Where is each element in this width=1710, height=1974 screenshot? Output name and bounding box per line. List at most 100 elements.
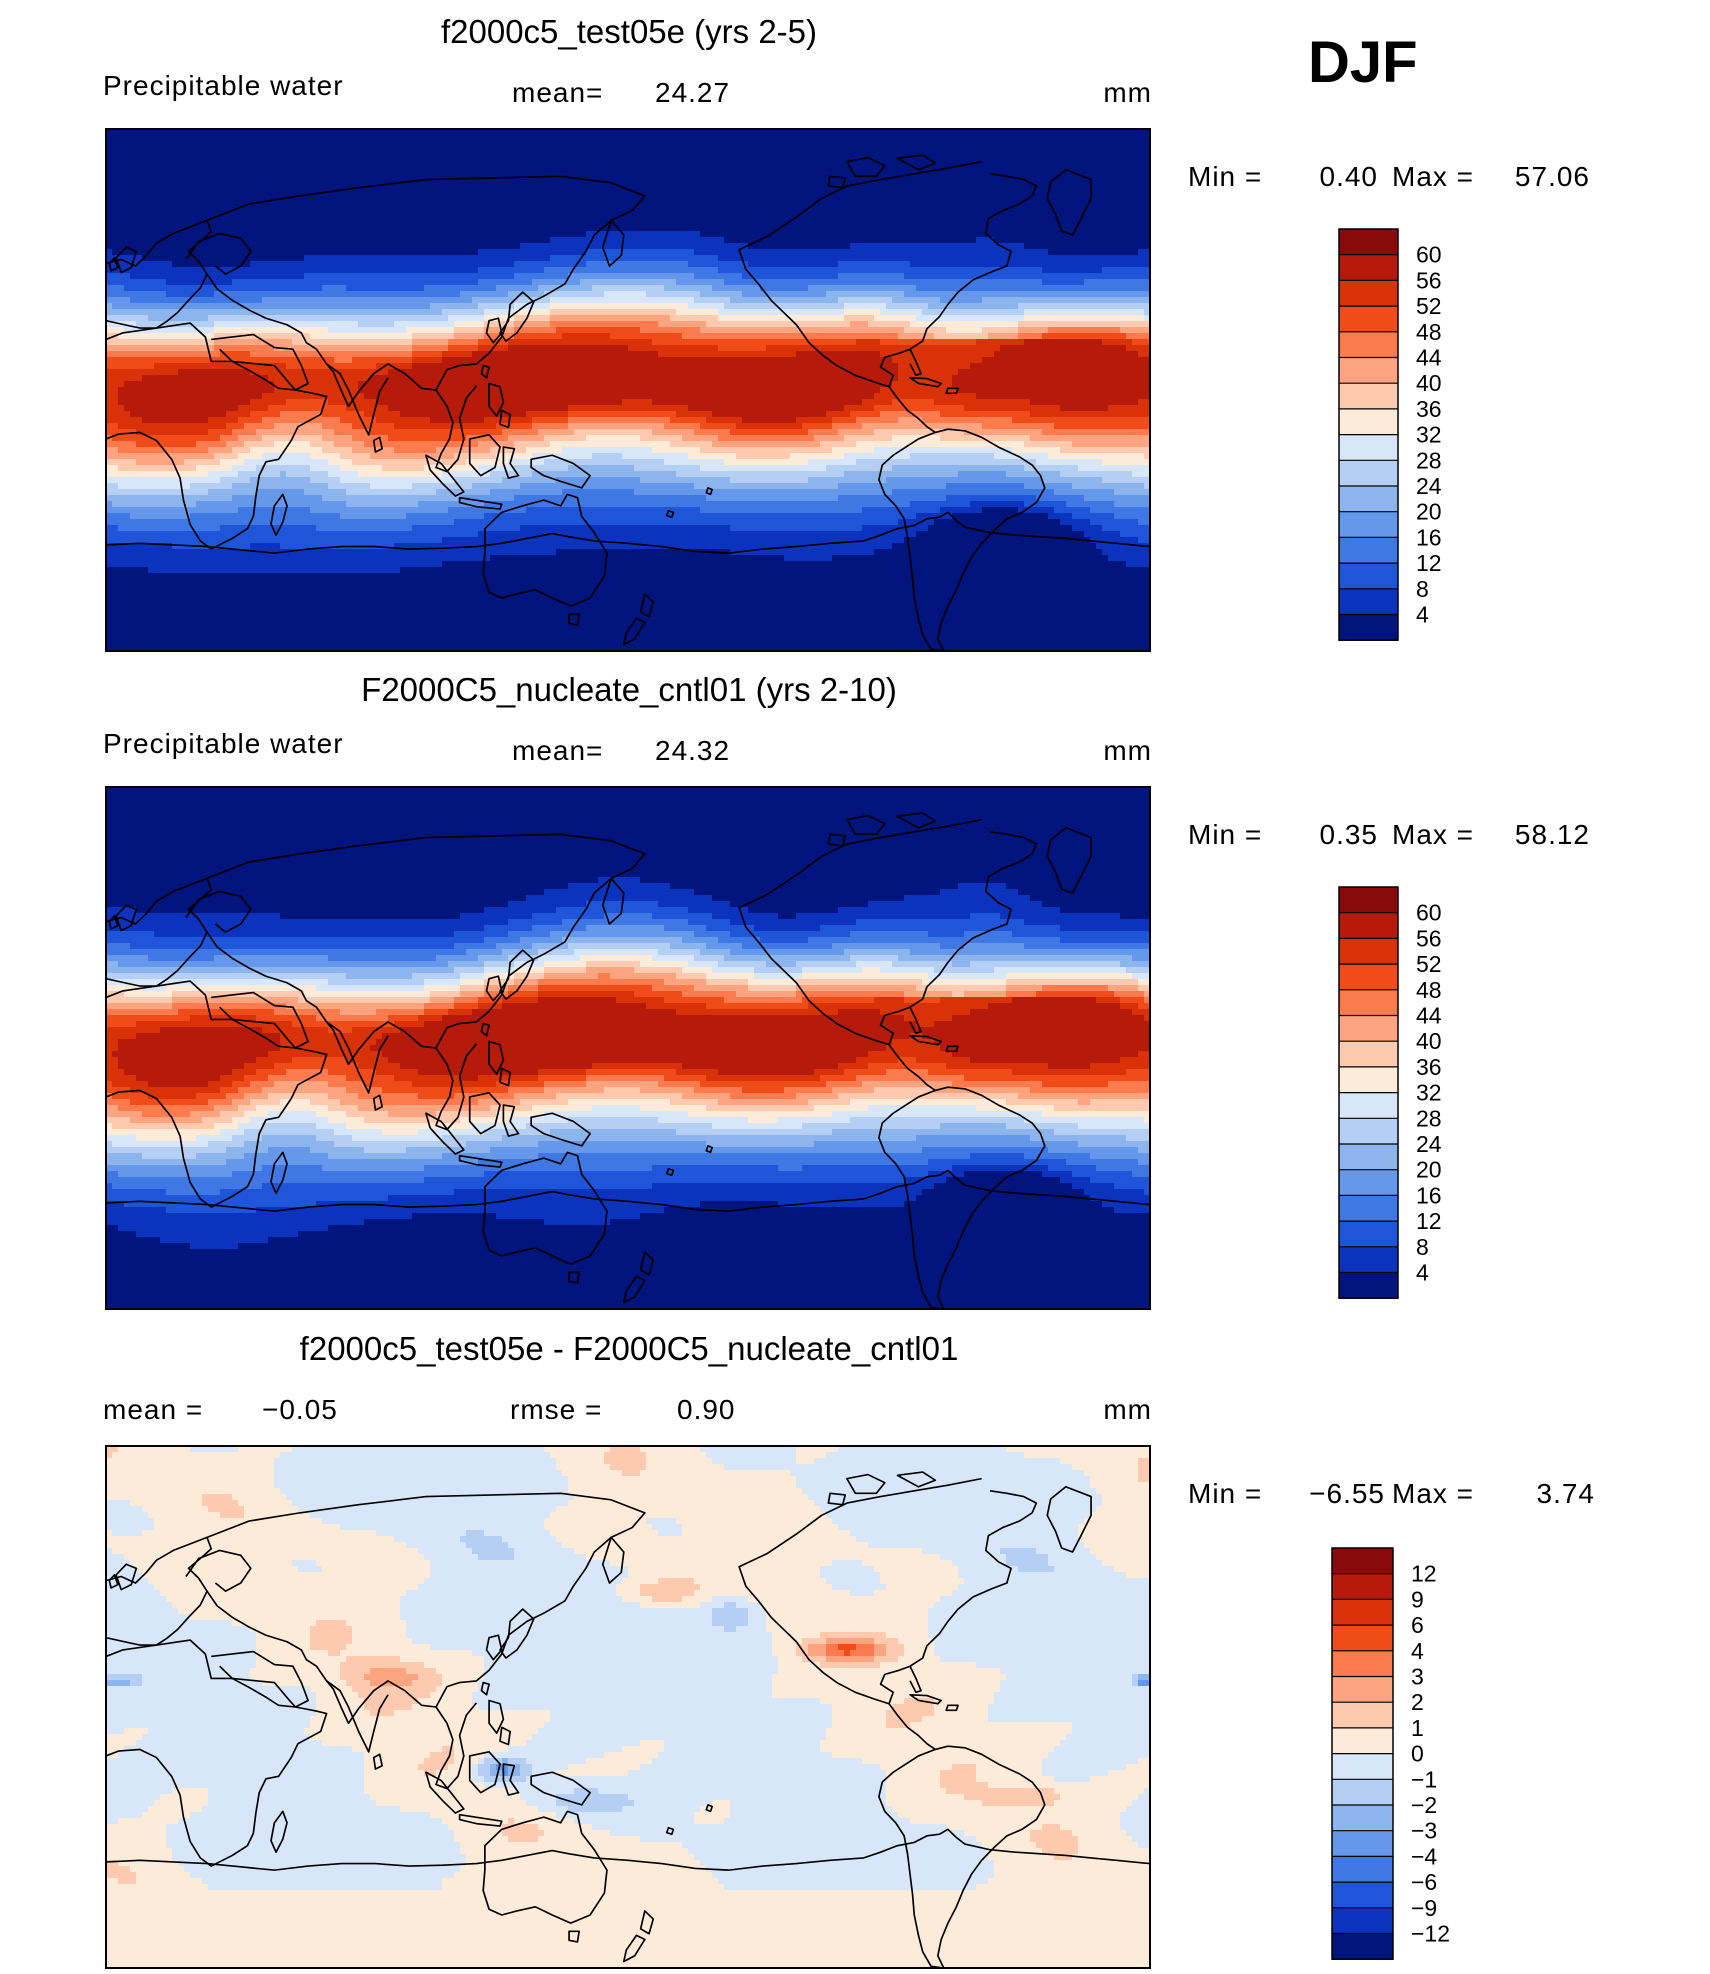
colorbar-tick-label: 8 (1416, 576, 1429, 602)
colorbar-tick-label: 12 (1416, 1208, 1442, 1234)
min-value: 0.35 (1320, 819, 1379, 850)
max-value: 3.74 (1537, 1478, 1596, 1509)
min-label: Min = (1188, 819, 1262, 850)
colorbar-swatch (1339, 887, 1398, 913)
mean-label: mean= (512, 735, 603, 766)
colorbar-swatch (1339, 1170, 1398, 1196)
colorbar-swatch (1339, 964, 1398, 990)
colorbar-tick-label: −12 (1411, 1921, 1450, 1947)
colorbar-tick-label: 56 (1416, 925, 1442, 951)
diff-mean-value: −0.05 (262, 1394, 338, 1425)
colorbar-swatch (1339, 280, 1398, 306)
mean-label: mean= (512, 77, 603, 108)
rmse-label: rmse = (510, 1394, 602, 1425)
colorbar-tick-label: 48 (1416, 319, 1442, 345)
colorbar-tick-label: 36 (1416, 396, 1442, 422)
max-label: Max = (1392, 819, 1474, 850)
colorbar-tick-label: 20 (1416, 499, 1442, 525)
colorbar-tick-label: 56 (1416, 267, 1442, 293)
colorbar-swatch (1339, 1118, 1398, 1144)
colorbar-tick-label: 44 (1416, 1003, 1442, 1029)
colorbar-tick-label: 24 (1416, 1131, 1442, 1157)
colorbar-tick-label: 40 (1416, 1028, 1442, 1054)
colorbar-swatch (1339, 1016, 1398, 1042)
colorbar-tick-label: 1 (1411, 1715, 1424, 1741)
colorbar-swatch (1339, 1195, 1398, 1221)
colorbar-tick-label: −6 (1411, 1869, 1437, 1895)
diff-mean-label: mean = (103, 1394, 203, 1425)
variable-label: Precipitable water (103, 70, 344, 101)
colorbar-swatch (1332, 1651, 1393, 1677)
colorbar-tick-label: 16 (1416, 1182, 1442, 1208)
colorbar-swatch (1332, 1908, 1393, 1934)
panel-3: f2000c5_test05e - F2000C5_nucleate_cntl0… (103, 1330, 1595, 1969)
colorbar-tick-label: 0 (1411, 1741, 1424, 1767)
colorbar-tick-label: 44 (1416, 345, 1442, 371)
colorbar-swatch (1339, 229, 1398, 255)
map-area (106, 129, 1151, 652)
colorbar-swatch (1339, 486, 1398, 512)
colorbar-swatch (1339, 589, 1398, 615)
colorbar-tick-label: 24 (1416, 473, 1442, 499)
colorbar-tick-label: 36 (1416, 1054, 1442, 1080)
colorbar-tick-label: 60 (1416, 900, 1442, 926)
colorbar-tick-label: 40 (1416, 370, 1442, 396)
colorbar-swatch (1339, 255, 1398, 281)
mean-value: 24.32 (655, 735, 730, 766)
colorbar-swatch (1332, 1677, 1393, 1703)
map-field (106, 1446, 1151, 1969)
min-label: Min = (1188, 1478, 1262, 1509)
colorbar-tick-label: 2 (1411, 1689, 1424, 1715)
colorbar-swatch (1339, 512, 1398, 538)
colorbar-tick-label: 3 (1411, 1664, 1424, 1690)
colorbar-tick-label: 52 (1416, 293, 1442, 319)
colorbar-swatch (1339, 913, 1398, 939)
colorbar-tick-label: 52 (1416, 951, 1442, 977)
colorbar-tick-label: 6 (1411, 1612, 1424, 1638)
panel-2: F2000C5_nucleate_cntl01 (yrs 2-10) Preci… (103, 671, 1590, 1310)
colorbar-swatch (1339, 1221, 1398, 1247)
colorbar-tick-label: 16 (1416, 524, 1442, 550)
colorbar-swatch (1339, 460, 1398, 486)
colorbar-swatch (1332, 1599, 1393, 1625)
colorbar-tick-label: 28 (1416, 447, 1442, 473)
colorbar-swatch (1332, 1702, 1393, 1728)
colorbar-swatch (1339, 1041, 1398, 1067)
colorbar-swatch (1339, 358, 1398, 384)
max-label: Max = (1392, 161, 1474, 192)
colorbar-tick-label: 60 (1416, 242, 1442, 268)
colorbar-swatch (1339, 1273, 1398, 1299)
units-label: mm (1103, 735, 1152, 766)
colorbar-swatch (1339, 306, 1398, 332)
colorbar-tick-label: 8 (1416, 1234, 1429, 1260)
map-area (106, 787, 1151, 1310)
colorbar-swatch (1332, 1754, 1393, 1780)
colorbar-swatch (1339, 1144, 1398, 1170)
colorbar-swatch (1339, 435, 1398, 461)
colorbar-tick-label: 28 (1416, 1105, 1442, 1131)
min-value: 0.40 (1320, 161, 1379, 192)
colorbar-swatch (1339, 1067, 1398, 1093)
panel-title: f2000c5_test05e (yrs 2-5) (441, 13, 817, 50)
colorbar-tick-label: 20 (1416, 1157, 1442, 1183)
colorbar-tick-label: −2 (1411, 1792, 1437, 1818)
variable-label: Precipitable water (103, 728, 344, 759)
colorbar-tick-label: 4 (1411, 1638, 1424, 1664)
units-label: mm (1103, 77, 1152, 108)
panel-title: f2000c5_test05e - F2000C5_nucleate_cntl0… (300, 1330, 959, 1367)
colorbar-tick-label: 12 (1411, 1561, 1437, 1587)
colorbar-swatch (1332, 1805, 1393, 1831)
colorbar-swatch (1339, 383, 1398, 409)
colorbar-swatch (1332, 1574, 1393, 1600)
map-area (106, 1446, 1151, 1969)
colorbar-tick-label: −4 (1411, 1843, 1437, 1869)
colorbar-tick-label: 12 (1416, 550, 1442, 576)
colorbar-swatch (1332, 1882, 1393, 1908)
colorbar-swatch (1339, 1093, 1398, 1119)
map-field (106, 129, 1151, 652)
panel-title: F2000C5_nucleate_cntl01 (yrs 2-10) (361, 671, 897, 708)
colorbar-swatch (1332, 1779, 1393, 1805)
